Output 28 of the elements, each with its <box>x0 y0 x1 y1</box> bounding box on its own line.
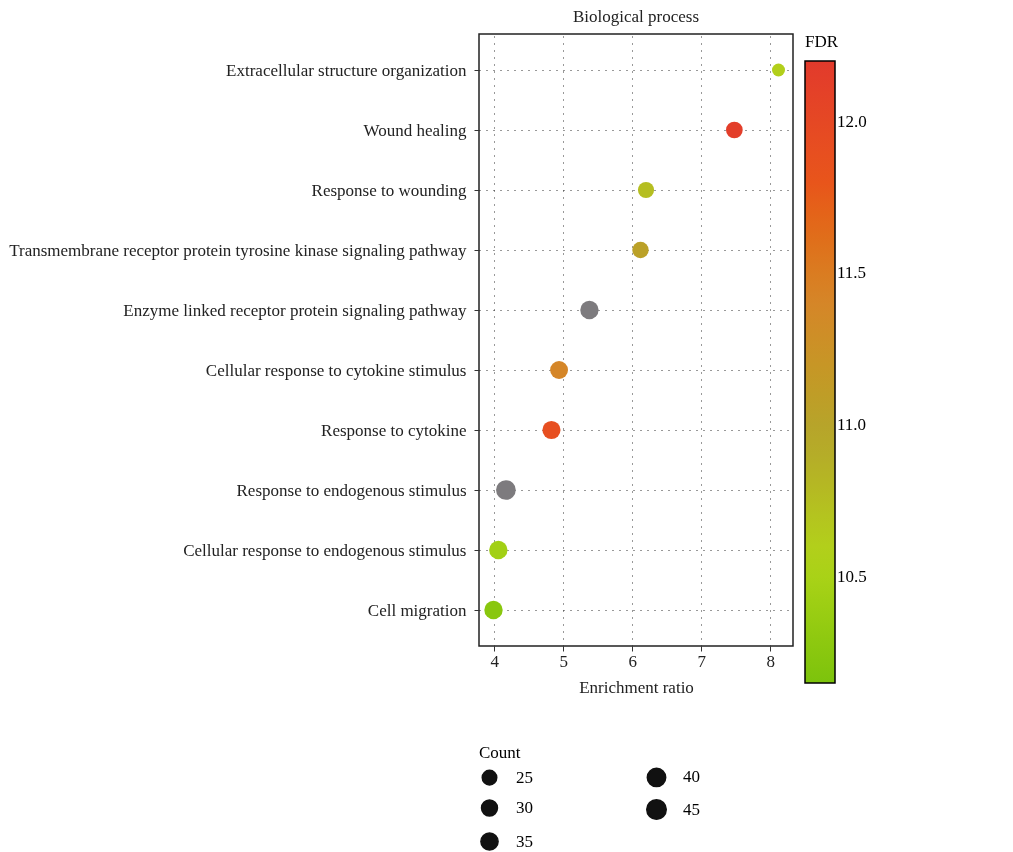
legend-label: 25 <box>516 767 533 787</box>
y-tick-label: Response to cytokine <box>321 420 467 440</box>
y-tick-label: Extracellular structure organization <box>226 60 467 80</box>
chart-title: Biological process <box>572 7 700 26</box>
legend-label: 40 <box>683 767 700 787</box>
x-tick-label: 5 <box>559 651 568 671</box>
x-tick-label: 8 <box>766 651 775 671</box>
color-bar-label: 11.0 <box>837 415 867 435</box>
x-tick-label: 4 <box>490 651 500 671</box>
x-tick-label: 6 <box>628 651 637 671</box>
y-tick-label: Cellular response to cytokine stimulus <box>205 360 467 380</box>
color-bar-title: FDR <box>805 32 839 51</box>
legend-title: Count <box>479 743 521 762</box>
y-tick-label: Cell migration <box>367 600 467 620</box>
y-tick-label: Wound healing <box>363 120 467 140</box>
color-bar-label: 10.5 <box>837 566 867 586</box>
legend-label: 45 <box>683 799 700 819</box>
y-tick-label: Cellular response to endogenous stimulus <box>183 540 467 560</box>
y-tick-label: Response to endogenous stimulus <box>236 480 467 500</box>
x-tick-label: 7 <box>697 651 707 671</box>
y-tick-label: Transmembrane receptor protein tyrosine kinase signaling pathway <box>9 240 467 260</box>
y-tick-label: Response to wounding <box>311 180 467 200</box>
legend-label: 35 <box>516 831 533 851</box>
color-bar-label: 11.5 <box>837 263 867 283</box>
color-bar-label: 12.0 <box>837 111 867 131</box>
y-tick-label: Enzyme linked receptor protein signaling pathway <box>123 300 467 320</box>
legend-label: 30 <box>516 798 533 817</box>
x-axis-title: Enrichment ratio <box>579 677 694 697</box>
